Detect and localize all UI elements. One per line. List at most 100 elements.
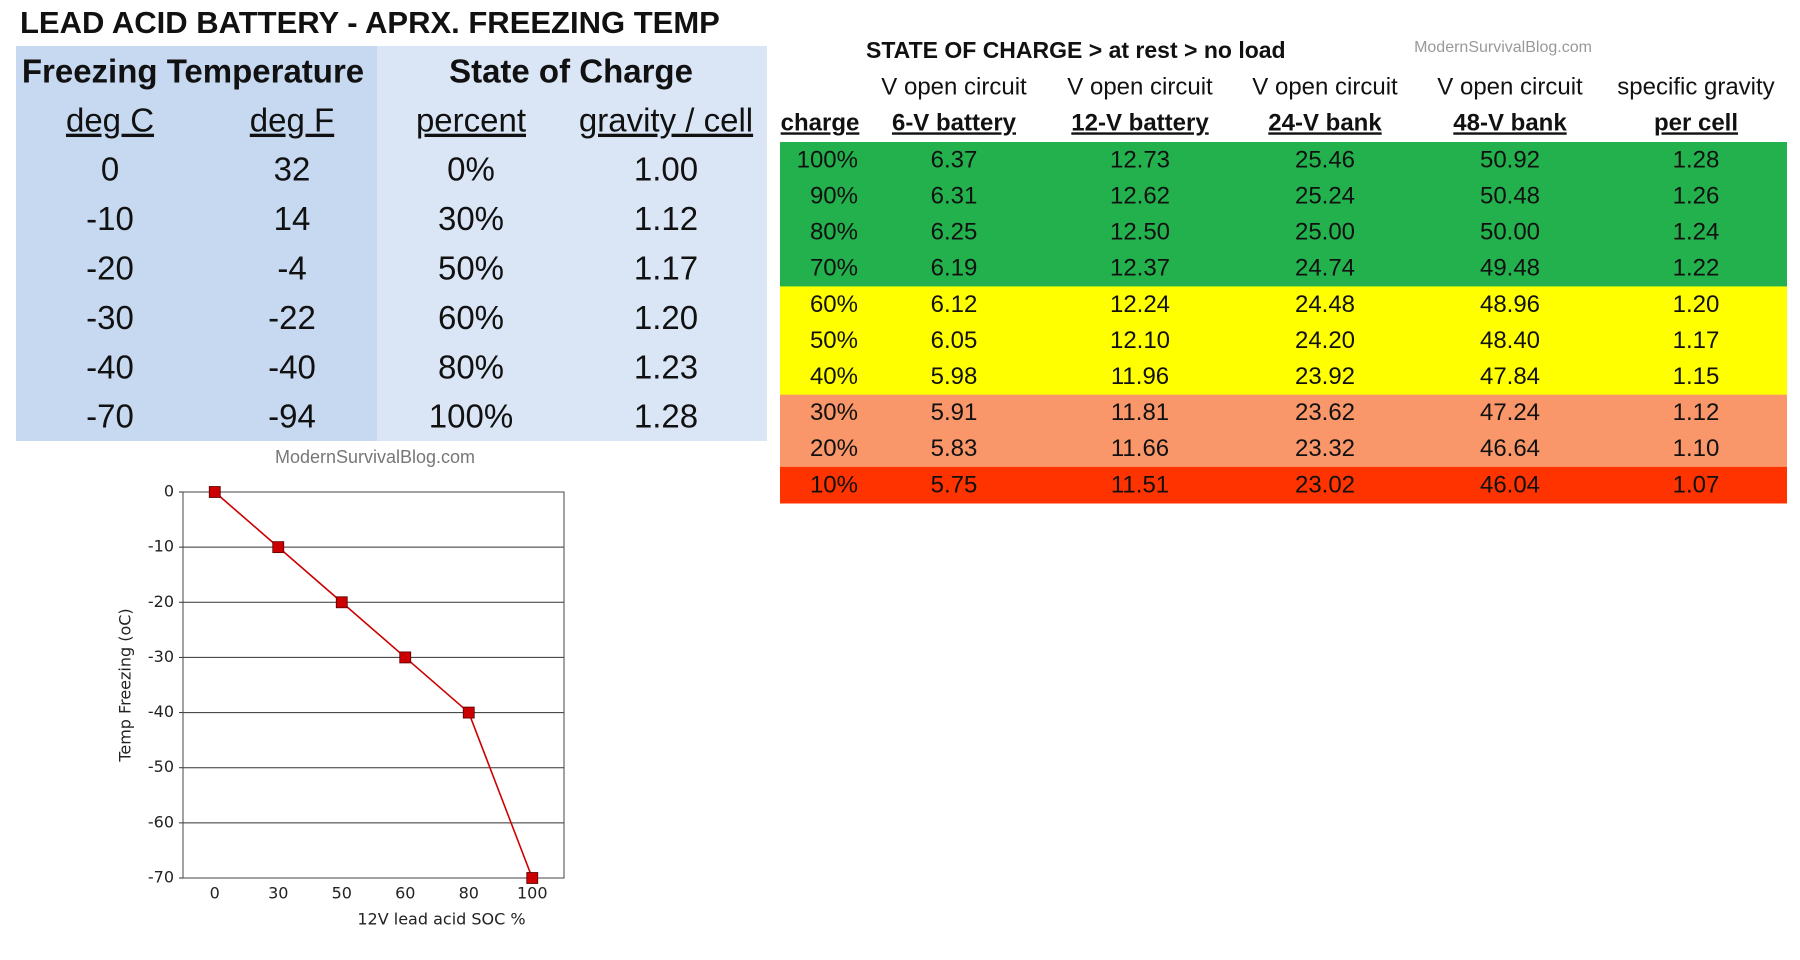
table-cell: 90% bbox=[810, 182, 858, 209]
table-cell: 24.74 bbox=[1295, 255, 1355, 282]
table-cell: 23.62 bbox=[1295, 399, 1355, 426]
table-cell: 1.12 bbox=[1673, 399, 1720, 426]
table-cell: 46.04 bbox=[1480, 471, 1540, 498]
table-cell: 23.02 bbox=[1295, 471, 1355, 498]
table-cell: 48.96 bbox=[1480, 291, 1540, 318]
y-tick-label: -60 bbox=[148, 812, 174, 831]
x-tick-label: 60 bbox=[395, 884, 415, 903]
column-header: V open circuit bbox=[1067, 73, 1213, 100]
y-tick-label: -30 bbox=[148, 647, 174, 666]
table-cell: -10 bbox=[86, 200, 134, 237]
column-header: 24-V bank bbox=[1268, 109, 1382, 136]
watermark: ModernSurvivalBlog.com bbox=[275, 447, 475, 467]
row-band bbox=[780, 178, 1787, 215]
table-cell: 1.00 bbox=[634, 151, 698, 188]
y-tick-label: -40 bbox=[148, 702, 174, 721]
table-cell: 5.75 bbox=[931, 471, 978, 498]
table-cell: 6.12 bbox=[931, 291, 978, 318]
table-cell: 1.15 bbox=[1673, 363, 1720, 390]
table-cell: 1.20 bbox=[1673, 291, 1720, 318]
page-title: LEAD ACID BATTERY - APRX. FREEZING TEMP bbox=[20, 5, 720, 40]
table-cell: 80% bbox=[438, 348, 504, 385]
column-header: deg C bbox=[66, 102, 154, 139]
y-tick-label: -70 bbox=[148, 868, 174, 887]
table-cell: 20% bbox=[810, 435, 858, 462]
data-point bbox=[272, 541, 285, 554]
table-cell: 5.98 bbox=[931, 363, 978, 390]
table-cell: 1.22 bbox=[1673, 255, 1720, 282]
data-point bbox=[335, 596, 348, 609]
row-band bbox=[780, 250, 1787, 287]
table-cell: -22 bbox=[268, 299, 316, 336]
column-header: charge bbox=[781, 109, 860, 136]
table-cell: 14 bbox=[274, 200, 311, 237]
table-cell: 1.20 bbox=[634, 299, 698, 336]
x-tick-label: 50 bbox=[332, 884, 352, 903]
column-header: 12-V battery bbox=[1071, 109, 1209, 136]
table-cell: 25.24 bbox=[1295, 182, 1355, 209]
table-cell: 1.24 bbox=[1673, 219, 1720, 246]
data-point bbox=[526, 872, 539, 884]
table-cell: 6.05 bbox=[931, 327, 978, 354]
data-point bbox=[462, 706, 475, 719]
y-tick-label: -50 bbox=[148, 757, 174, 776]
table-cell: 24.48 bbox=[1295, 291, 1355, 318]
y-tick-label: -20 bbox=[148, 592, 174, 611]
watermark: ModernSurvivalBlog.com bbox=[1414, 39, 1592, 56]
table-cell: 32 bbox=[274, 151, 311, 188]
row-band bbox=[780, 358, 1787, 396]
row-band bbox=[780, 142, 1787, 179]
table-cell: 5.83 bbox=[931, 435, 978, 462]
group-background bbox=[16, 46, 377, 441]
column-header: deg F bbox=[250, 102, 334, 139]
table-cell: -30 bbox=[86, 299, 134, 336]
table-cell: 6.31 bbox=[931, 182, 978, 209]
table-cell: 1.28 bbox=[634, 398, 698, 435]
x-tick-label: 100 bbox=[517, 884, 548, 903]
table-cell: -94 bbox=[268, 398, 316, 435]
table-cell: 6.37 bbox=[931, 146, 978, 173]
table-cell: 100% bbox=[797, 146, 858, 173]
table-cell: -40 bbox=[268, 348, 316, 385]
table-cell: 60% bbox=[438, 299, 504, 336]
row-band bbox=[780, 286, 1787, 323]
table-cell: 46.64 bbox=[1480, 435, 1540, 462]
table-cell: 50% bbox=[810, 327, 858, 354]
table-cell: 12.37 bbox=[1110, 255, 1170, 282]
data-point bbox=[399, 651, 412, 664]
table-cell: -20 bbox=[86, 250, 134, 287]
y-axis-label: Temp Freezing (oC) bbox=[116, 608, 135, 762]
table-cell: 23.92 bbox=[1295, 363, 1355, 390]
table-cell: 10% bbox=[810, 471, 858, 498]
table-cell: 1.12 bbox=[634, 200, 698, 237]
row-band bbox=[780, 394, 1787, 432]
table-cell: 1.07 bbox=[1673, 471, 1720, 498]
x-tick-label: 0 bbox=[210, 884, 220, 903]
table-cell: 6.25 bbox=[931, 219, 978, 246]
table-cell: 12.24 bbox=[1110, 291, 1170, 318]
table-cell: 12.73 bbox=[1110, 146, 1170, 173]
table-cell: 80% bbox=[810, 219, 858, 246]
y-tick-label: -10 bbox=[148, 537, 174, 556]
table-cell: 25.46 bbox=[1295, 146, 1355, 173]
table-cell: 11.51 bbox=[1111, 471, 1169, 498]
column-header: V open circuit bbox=[1437, 73, 1583, 100]
row-band bbox=[780, 430, 1787, 468]
table-cell: 40% bbox=[810, 363, 858, 390]
table-cell: 1.28 bbox=[1673, 146, 1720, 173]
data-point bbox=[208, 486, 221, 498]
table-cell: 11.66 bbox=[1111, 435, 1169, 462]
column-header: gravity / cell bbox=[579, 102, 753, 139]
table-cell: 5.91 bbox=[931, 399, 978, 426]
table-cell: 11.96 bbox=[1111, 363, 1169, 390]
table-cell: 1.26 bbox=[1673, 182, 1720, 209]
y-tick-label: 0 bbox=[164, 482, 174, 501]
x-axis-label: 12V lead acid SOC % bbox=[357, 910, 525, 929]
table-cell: 23.32 bbox=[1295, 435, 1355, 462]
table-cell: 1.10 bbox=[1673, 435, 1720, 462]
group-header: State of Charge bbox=[449, 53, 693, 90]
table-cell: 30% bbox=[438, 200, 504, 237]
row-band bbox=[780, 214, 1787, 251]
table-cell: 70% bbox=[810, 255, 858, 282]
